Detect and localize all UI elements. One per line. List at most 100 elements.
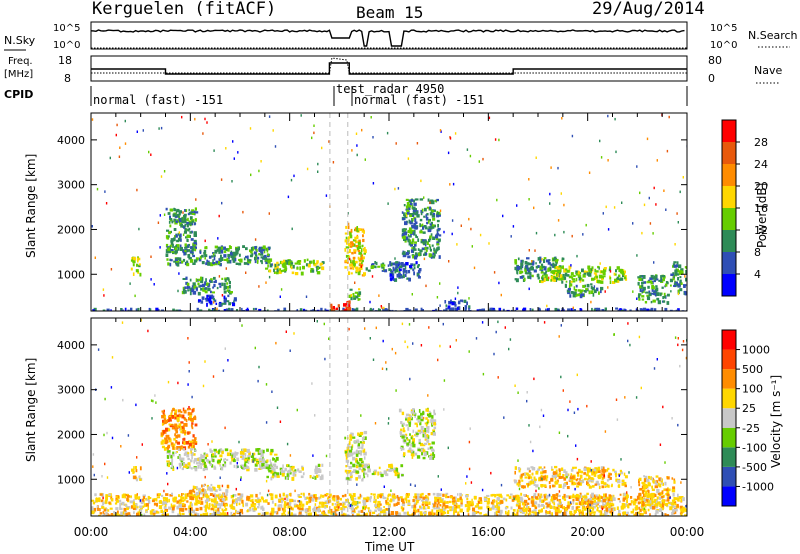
velocity-cell bbox=[116, 510, 119, 514]
power-cell bbox=[262, 246, 266, 251]
power-cell bbox=[194, 207, 197, 211]
power-cell bbox=[526, 272, 530, 275]
power-cell bbox=[211, 294, 214, 298]
power-cell bbox=[189, 288, 193, 292]
velocity-cell bbox=[206, 496, 208, 500]
power-cell bbox=[329, 308, 332, 311]
velocity-cell bbox=[432, 452, 435, 456]
power-cell bbox=[264, 254, 267, 258]
velocity-cell bbox=[542, 475, 546, 480]
velocity-cell bbox=[197, 464, 200, 469]
velocity-cell bbox=[278, 499, 282, 502]
velocity-cell bbox=[650, 476, 652, 481]
power-cell bbox=[362, 238, 365, 243]
power-cell bbox=[519, 270, 522, 275]
power-cell bbox=[207, 298, 211, 301]
velocity-cell bbox=[314, 509, 318, 512]
velocity-cell bbox=[91, 499, 94, 502]
power-cell bbox=[433, 250, 436, 254]
velocity-cell bbox=[190, 467, 193, 470]
velocity-cell bbox=[493, 499, 495, 502]
velocity-cell bbox=[596, 509, 599, 512]
velocity-cell bbox=[364, 472, 367, 475]
power-cell bbox=[604, 309, 607, 311]
power-cell bbox=[310, 260, 313, 264]
power-cell bbox=[644, 301, 648, 304]
power-cell bbox=[591, 307, 593, 311]
power-cell bbox=[557, 270, 561, 274]
power-cell bbox=[253, 251, 257, 255]
velocity-cell bbox=[380, 507, 383, 511]
velocity-cell bbox=[374, 509, 377, 512]
velocity-cell bbox=[512, 509, 516, 512]
power-speckle bbox=[590, 268, 593, 271]
velocity-cell bbox=[449, 509, 452, 512]
velocity-cell bbox=[189, 507, 193, 511]
velocity-cell bbox=[433, 409, 436, 414]
velocity-cell bbox=[94, 493, 97, 497]
power-cell bbox=[191, 253, 194, 256]
power-cell bbox=[254, 256, 256, 261]
power-cell bbox=[603, 268, 607, 272]
power-speckle bbox=[682, 176, 684, 179]
power-cell bbox=[172, 245, 174, 248]
power-speckle bbox=[607, 114, 609, 118]
velocity-cell bbox=[421, 492, 424, 496]
velocity-cell bbox=[496, 500, 498, 503]
velocity-cell bbox=[459, 492, 462, 497]
velocity-cell bbox=[91, 506, 94, 509]
velocity-cell bbox=[574, 466, 577, 469]
velocity-cell bbox=[527, 502, 530, 505]
velocity-cell bbox=[171, 423, 174, 426]
power-cell bbox=[226, 285, 229, 289]
velocity-cell bbox=[442, 511, 446, 514]
velocity-cell bbox=[291, 507, 294, 511]
power-cell bbox=[436, 212, 440, 216]
velocity-cell bbox=[366, 474, 369, 478]
power-cell bbox=[402, 217, 406, 221]
velocity-cell bbox=[286, 477, 288, 480]
power-speckle bbox=[328, 140, 330, 143]
power-cell bbox=[430, 255, 433, 259]
power-cell bbox=[565, 284, 567, 288]
power-cell bbox=[408, 199, 411, 203]
power-speckle bbox=[216, 307, 218, 311]
power-cell bbox=[593, 272, 597, 275]
velocity-cell bbox=[348, 449, 352, 453]
velocity-cell bbox=[287, 511, 290, 515]
velocity-cell bbox=[116, 499, 119, 503]
velocity-cell bbox=[182, 429, 185, 434]
velocity-cell bbox=[101, 506, 105, 509]
velocity-cell bbox=[510, 506, 513, 510]
velocity-cell bbox=[427, 506, 430, 509]
velocity-cell bbox=[459, 496, 462, 500]
power-cell bbox=[360, 258, 363, 261]
power-speckle bbox=[500, 293, 502, 297]
velocity-cell bbox=[239, 508, 243, 513]
velocity-cell bbox=[108, 501, 111, 504]
velocity-cell bbox=[181, 414, 185, 419]
power-cell bbox=[203, 252, 206, 255]
power-cell bbox=[277, 263, 280, 266]
power-cell bbox=[207, 287, 211, 292]
power-cell bbox=[468, 305, 471, 309]
velocity-cell bbox=[213, 511, 215, 514]
velocity-cell bbox=[408, 514, 412, 516]
velocity-cell bbox=[642, 500, 645, 503]
power-cell bbox=[413, 202, 417, 206]
velocity-cell bbox=[172, 451, 175, 455]
velocity-cell bbox=[601, 477, 604, 481]
velocity-cell bbox=[115, 495, 118, 498]
velocity-cell bbox=[415, 495, 418, 499]
power-cell bbox=[575, 272, 578, 276]
velocity-cell bbox=[165, 499, 169, 503]
velocity-cell bbox=[522, 508, 526, 513]
velocity-cell bbox=[313, 475, 315, 478]
power-cell bbox=[350, 294, 353, 297]
power-speckle bbox=[473, 266, 476, 270]
power-cell bbox=[199, 250, 202, 253]
power-cell bbox=[461, 300, 464, 303]
velocity-cell bbox=[378, 466, 381, 470]
velocity-cell bbox=[596, 501, 600, 504]
power-cell bbox=[349, 232, 352, 236]
